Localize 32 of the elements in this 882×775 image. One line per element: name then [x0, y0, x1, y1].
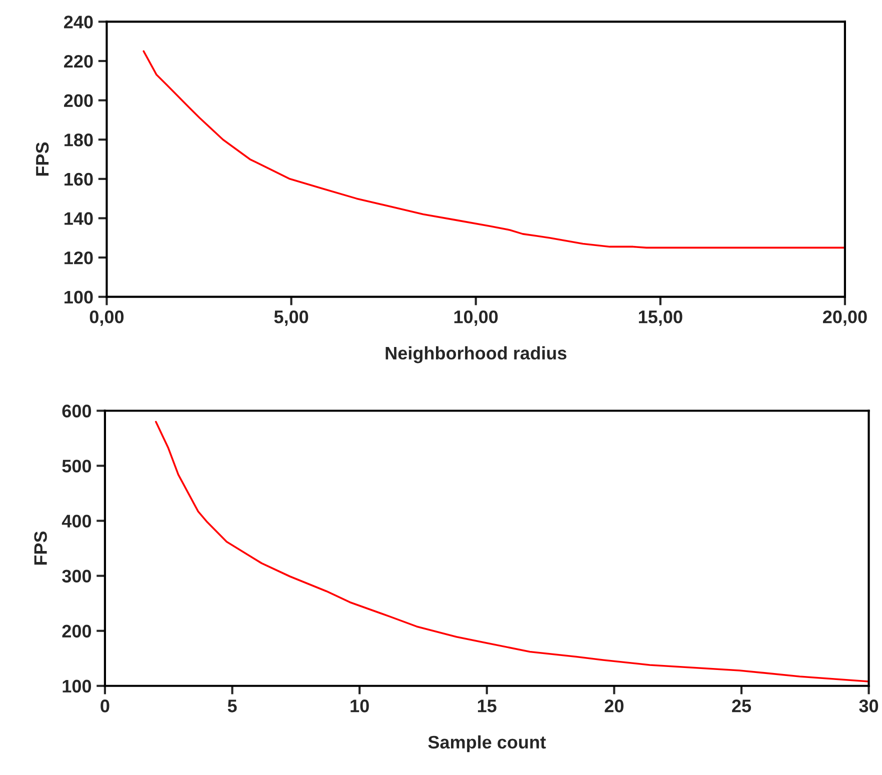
x-tick-label: 30	[859, 700, 878, 712]
y-tick-label: 300	[62, 570, 92, 583]
x-tick-label: 20	[604, 700, 624, 712]
y-tick-label: 200	[64, 94, 93, 108]
y-tick-label: 500	[62, 460, 92, 472]
x-tick-label: 10,00	[454, 310, 498, 326]
x-tick-label: 0	[100, 700, 110, 712]
y-tick-label: 160	[64, 172, 93, 186]
y-axis-title: FPS	[34, 531, 47, 565]
x-tick-label: 15	[478, 700, 496, 712]
x-tick-label: 25	[732, 700, 752, 712]
x-axis-title: Sample count	[428, 735, 546, 752]
y-tick-label: 200	[62, 624, 92, 638]
y-tick-label: 100	[64, 290, 93, 304]
x-tick-label: 10	[350, 700, 369, 712]
x-tick-label: 0,00	[90, 310, 124, 326]
y-tick-label: 140	[64, 212, 93, 225]
y-tick-label: 400	[62, 514, 92, 528]
x-tick-label: 20,00	[822, 310, 867, 326]
x-tick-label: 5	[228, 700, 237, 712]
y-tick-label: 220	[64, 54, 93, 68]
x-tick-label: 15,00	[638, 310, 682, 326]
x-axis-title: Neighborhood radius	[386, 346, 566, 364]
y-tick-label: 100	[62, 680, 92, 693]
line-series	[154, 420, 869, 682]
y-tick-label: 120	[64, 251, 93, 264]
y-tick-label: 240	[64, 16, 93, 28]
x-tick-label: 5,00	[274, 310, 308, 326]
y-tick-label: 600	[62, 404, 92, 418]
line-series	[142, 50, 845, 249]
y-axis-title: FPS	[36, 142, 49, 176]
y-tick-label: 180	[64, 134, 93, 146]
